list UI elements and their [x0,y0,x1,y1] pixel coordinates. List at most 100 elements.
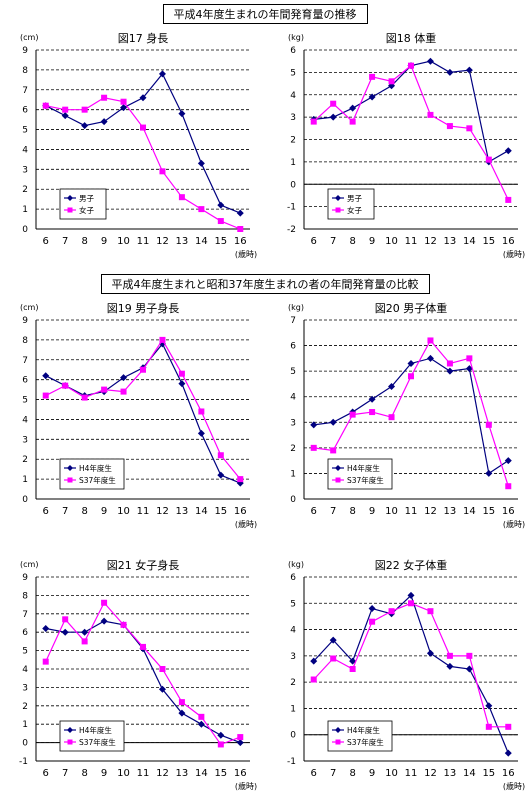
c5-series-1-point [330,655,337,662]
c5-legend-label: H4年度生 [347,725,380,735]
c3-series-0-point [388,382,396,390]
c4-series-1-point [62,616,69,623]
c3-legend-label: H4年度生 [347,463,380,473]
c5-x-tick-label: 9 [369,768,375,779]
c3-legend-marker [335,465,341,471]
c3-legend-marker [335,477,341,483]
c2-x-tick-label: 7 [62,506,68,517]
c3-series-1-point [505,483,512,490]
c3-y-tick-label: 5 [290,367,296,377]
c2-x-tick-label: 9 [101,506,107,517]
c0-series-1-point [120,98,127,105]
c4-series-0-point [197,720,205,728]
c4-series-0-point [81,628,89,636]
c4-series-0-point [178,709,186,717]
c0-y-tick-label: 0 [22,225,28,235]
c1-series-0-point [446,68,454,76]
c0-y-tick-label: 9 [22,46,28,56]
c4-x-tick-label: 11 [137,768,150,779]
c4-y-tick-label: 6 [22,628,28,638]
c2-y-tick-label: 0 [22,495,28,505]
c2-x-tick-label: 14 [195,506,208,517]
c3-x-tick-label: 13 [444,506,457,517]
c1-y-tick-label: -1 [287,203,296,213]
c2-x-tick-label: 10 [117,506,130,517]
c2-series-0-point [120,374,128,382]
c5-series-1-point [446,652,453,659]
c2-series-0-point [178,380,186,388]
c0-series-1-point [237,226,244,232]
c3-x-tick-label: 6 [311,506,317,517]
c0-x-tick-label: 7 [62,236,68,247]
c2-y-tick-label: 3 [22,435,28,445]
c0-series-1-point [178,194,185,201]
c0-series-0-point [100,118,108,126]
c0-series-0-point [197,159,205,167]
c5-x-tick-label: 10 [385,768,398,779]
c5-title: 図22 女子体重 [375,558,448,572]
c3-y-tick-label: 1 [290,469,296,479]
c3-x-tick-label: 15 [482,506,495,517]
c5-y-tick-label: 5 [290,599,296,609]
c0-y-tick-label: 8 [22,66,28,76]
c0-series-1-point [198,206,205,213]
c0-series-1-point [101,94,108,101]
c0-x-tick-label: 11 [137,236,150,247]
c1-series-1-point [505,196,512,203]
c1-x-tick-label: 10 [385,236,398,247]
c1-series-0-point [465,66,473,74]
c3-series-1-point [388,414,395,421]
c3-series-1-point [369,409,376,416]
c5-series-1-point [505,723,512,730]
c0-series-1-point [81,106,88,113]
c4-x-tick-label: 6 [43,768,49,779]
c0-legend-label: 女子 [79,205,94,215]
c3-series-0-point [504,457,512,465]
c0-series-0-point [61,112,69,120]
c0-series-0-point [120,104,128,112]
c0-series-0-point [158,70,166,78]
c1-legend-box [327,188,375,220]
c2-x-unit: (歳時) [235,519,257,529]
c0-series-0-point [178,110,186,118]
c2-y-tick-label: 8 [22,336,28,346]
c0-y-tick-label: 5 [22,126,28,136]
c3-series-0-point [485,469,493,477]
c3-series-1-point [330,447,337,454]
c3-x-tick-label: 8 [349,506,355,517]
c5-x-tick-label: 11 [405,768,418,779]
c3-x-tick-label: 11 [405,506,418,517]
c3-title: 図20 男子体重 [375,301,448,315]
c3-x-tick-label: 12 [424,506,437,517]
c1-series-0-point [504,147,512,155]
c1-y-tick-label: 6 [290,46,296,56]
c2-x-tick-label: 11 [137,506,150,517]
c0-legend-label: 男子 [79,194,94,203]
c0-x-tick-label: 6 [43,236,49,247]
c2-series-1-line [45,338,241,480]
c1-series-1-point [485,156,492,163]
c2-y-tick-label: 7 [22,356,28,366]
c2-series-0-point [236,479,244,487]
c5-series-1-point [427,608,434,615]
c4-y-tick-label: 1 [22,720,28,730]
c5-x-tick-label: 16 [502,768,515,779]
c5-series-1-point [369,618,376,625]
c4-x-tick-label: 8 [81,768,87,779]
c5-x-unit: (歳時) [503,781,525,791]
c4-y-tick-label: 2 [22,702,28,712]
c5-y-tick-label: 1 [290,704,296,714]
c2-legend-marker [67,477,73,483]
c1-x-tick-label: 15 [482,236,495,247]
c3-series-0-point [465,365,473,373]
c1-y-tick-label: 0 [290,180,296,190]
c2-x-tick-label: 8 [81,506,87,517]
c3-y-tick-label: 2 [290,444,296,454]
c5-series-1-point [466,652,473,659]
c1-y-tick-label: 4 [290,91,296,101]
c2-series-1-point [120,388,127,395]
c2-series-1-point [101,386,108,393]
